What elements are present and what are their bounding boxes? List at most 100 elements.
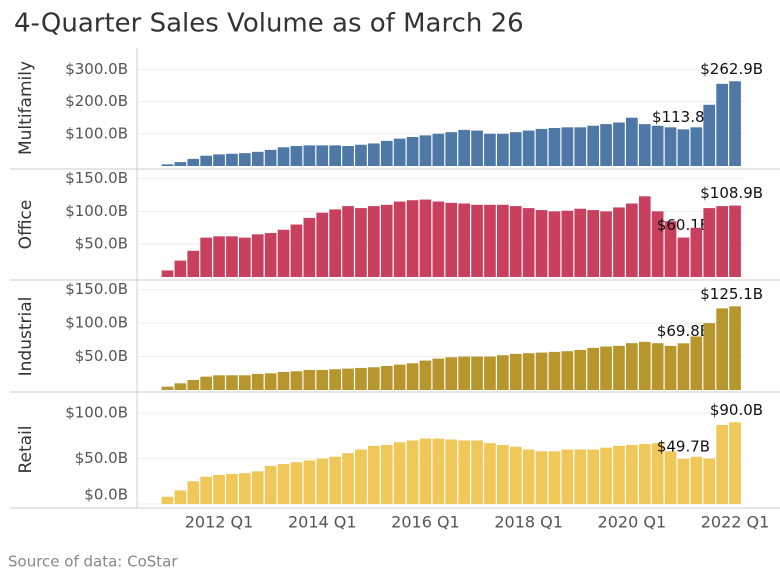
bar <box>458 129 470 166</box>
x-tick-label: 2012 Q1 <box>185 513 254 532</box>
bar <box>432 201 445 277</box>
bar <box>393 364 406 390</box>
bar <box>277 229 290 277</box>
y-tick-label: $100.0B <box>65 124 128 142</box>
bar <box>445 202 458 277</box>
bar <box>497 133 509 166</box>
bar <box>239 153 251 166</box>
bar <box>329 145 341 166</box>
bar <box>587 347 599 390</box>
bar <box>548 351 561 390</box>
bar <box>535 352 548 390</box>
y-tick-label: $50.0B <box>75 449 128 467</box>
bar <box>664 345 677 390</box>
bar <box>626 203 638 277</box>
bar <box>626 343 638 390</box>
bar <box>522 208 535 277</box>
bar <box>651 343 664 390</box>
bar <box>316 212 329 277</box>
bar <box>290 224 303 277</box>
bar <box>651 125 664 166</box>
bar <box>213 474 225 504</box>
bar <box>368 445 380 504</box>
bar <box>251 373 264 390</box>
bar <box>600 211 612 277</box>
x-tick-label: 2016 Q1 <box>391 513 460 532</box>
x-tick-label: 2018 Q1 <box>494 513 563 532</box>
bar <box>484 443 496 504</box>
bar <box>200 155 212 166</box>
bar <box>380 444 393 504</box>
bar <box>716 206 728 277</box>
bar <box>226 375 238 390</box>
bar <box>561 351 574 390</box>
bar <box>561 210 574 277</box>
y-tick-label: $200.0B <box>65 92 128 110</box>
bar <box>406 440 419 504</box>
bar <box>226 236 238 277</box>
bar <box>626 117 638 166</box>
bar <box>626 444 638 504</box>
bar <box>445 357 458 390</box>
bar <box>535 210 548 277</box>
bar <box>664 127 677 166</box>
bar <box>277 147 290 166</box>
bar <box>419 438 432 504</box>
bar <box>587 210 599 277</box>
bar <box>716 83 728 166</box>
bar <box>355 449 367 504</box>
bar <box>161 386 174 390</box>
bar <box>471 440 483 504</box>
bar <box>432 358 445 390</box>
bar <box>329 209 341 277</box>
bar <box>226 153 238 166</box>
bar <box>316 145 329 166</box>
bar <box>419 135 432 166</box>
y-tick-label: $50.0B <box>75 347 128 365</box>
bar <box>213 236 225 277</box>
bar <box>509 353 522 390</box>
data-label: $113.8B <box>652 108 715 126</box>
bar <box>290 462 303 504</box>
bar <box>187 158 200 166</box>
bar <box>200 476 212 504</box>
bar <box>303 460 316 504</box>
bar <box>716 308 728 390</box>
bar <box>677 343 690 390</box>
bar <box>393 442 406 504</box>
bar <box>432 438 445 504</box>
bar <box>277 464 290 504</box>
bar <box>703 458 716 504</box>
bar <box>613 122 625 166</box>
bar <box>380 204 393 277</box>
bar <box>638 196 651 277</box>
bar <box>497 355 509 390</box>
bar <box>458 203 470 277</box>
bar <box>303 217 316 277</box>
bar <box>264 149 277 166</box>
bar <box>548 127 561 166</box>
x-tick-label: 2020 Q1 <box>598 513 667 532</box>
bar <box>509 206 522 277</box>
bar <box>638 444 651 504</box>
bar <box>406 363 419 390</box>
bar <box>484 356 496 390</box>
source-note: Source of data: CoStar <box>8 553 178 571</box>
bar <box>729 422 741 504</box>
bar <box>458 440 470 504</box>
bar <box>497 444 509 504</box>
bar <box>677 129 690 166</box>
bar <box>174 260 187 277</box>
bar <box>664 451 677 504</box>
bar <box>161 496 174 504</box>
bar <box>535 128 548 166</box>
data-label: $108.9B <box>700 184 763 202</box>
bar <box>200 376 212 390</box>
bar <box>522 130 535 166</box>
y-axis-title: Office <box>16 200 36 250</box>
y-tick-label: $0.0B <box>84 486 128 504</box>
bar <box>355 144 367 166</box>
bar <box>303 145 316 166</box>
bar <box>509 446 522 504</box>
bar <box>638 124 651 166</box>
